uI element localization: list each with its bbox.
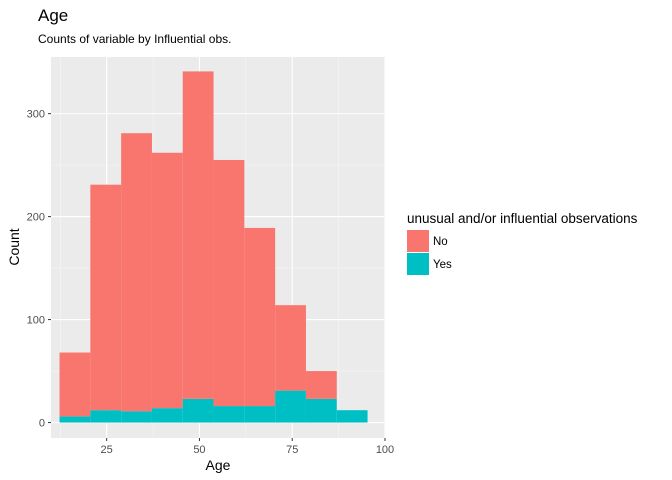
- legend-title: unusual and/or influential observations: [407, 211, 638, 226]
- y-tick-label: 0: [39, 418, 45, 430]
- legend-label-yes: Yes: [433, 259, 452, 271]
- bar-yes: [90, 410, 122, 423]
- y-tick-label: 200: [27, 212, 45, 224]
- bar-no: [182, 71, 214, 399]
- bars: [59, 71, 368, 423]
- x-tick-label: 100: [376, 444, 394, 456]
- bar-yes: [305, 398, 337, 423]
- bar-yes: [121, 411, 152, 423]
- bar-no: [90, 184, 122, 411]
- bar-no: [244, 227, 276, 407]
- bar-yes: [213, 406, 245, 423]
- bar-no: [121, 133, 152, 412]
- bar-no: [151, 152, 183, 409]
- legend-key-yes: [407, 253, 429, 275]
- bar-yes: [151, 408, 183, 423]
- bar-no: [59, 352, 91, 417]
- y-axis-ticks: 0 100 200 300: [27, 109, 51, 430]
- chart-title: Age: [38, 6, 68, 25]
- x-tick-label: 50: [193, 444, 205, 456]
- x-axis-ticks: 25 50 75 100: [101, 438, 394, 456]
- x-axis-title: Age: [206, 457, 231, 473]
- y-tick-label: 100: [27, 315, 45, 327]
- bar-no: [305, 371, 337, 399]
- legend: unusual and/or influential observations …: [407, 211, 638, 275]
- legend-key-no: [407, 230, 429, 252]
- legend-label-no: No: [433, 236, 448, 248]
- y-axis-title: Count: [6, 228, 22, 265]
- bar-no: [275, 305, 306, 391]
- bar-no: [213, 159, 245, 407]
- x-tick-label: 25: [101, 444, 113, 456]
- y-tick-label: 300: [27, 109, 45, 121]
- bar-yes: [275, 390, 306, 423]
- x-tick-label: 75: [286, 444, 298, 456]
- bar-yes: [59, 416, 91, 423]
- chart-subtitle: Counts of variable by Influential obs.: [38, 32, 231, 46]
- bar-yes: [182, 398, 214, 423]
- bar-yes: [336, 410, 368, 423]
- bar-yes: [244, 406, 276, 423]
